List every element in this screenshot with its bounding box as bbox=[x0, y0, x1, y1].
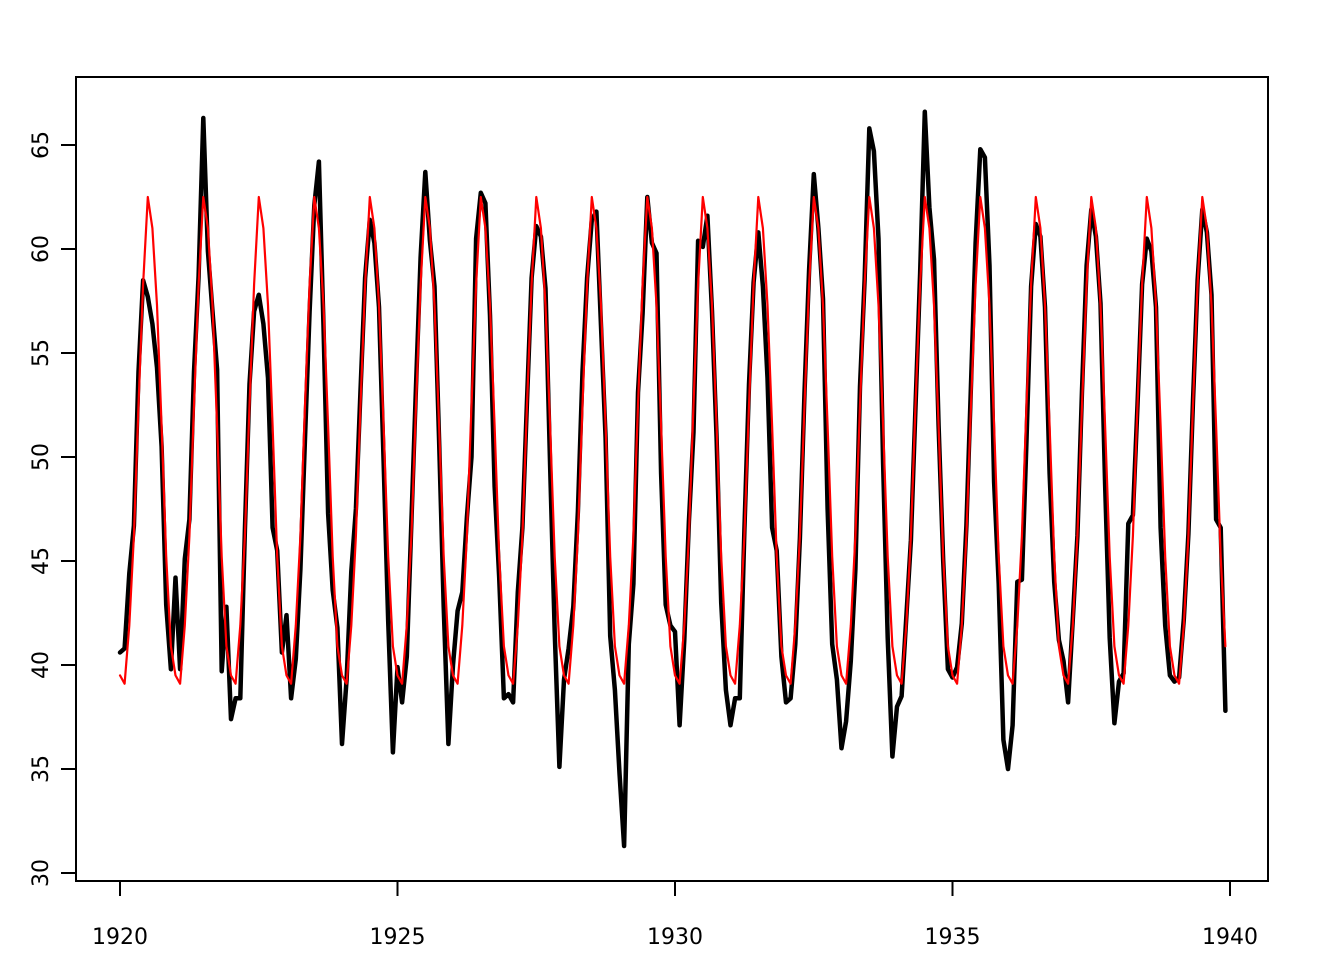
y-axis-tick-label: 40 bbox=[29, 651, 54, 679]
y-axis-tick-label: 55 bbox=[29, 339, 54, 367]
x-axis-tick-label: 1925 bbox=[370, 925, 426, 950]
x-axis-tick-label: 1940 bbox=[1202, 925, 1258, 950]
fitted-series-line bbox=[118, 195, 1227, 685]
x-axis-tick-label: 1920 bbox=[92, 925, 148, 950]
y-axis-tick-label: 60 bbox=[29, 235, 54, 263]
plot-box bbox=[75, 76, 1269, 882]
y-axis-tick-label: 30 bbox=[29, 859, 54, 887]
x-axis-tick-label: 1935 bbox=[925, 925, 981, 950]
y-axis-tick-label: 65 bbox=[29, 131, 54, 159]
y-axis-tick-label: 45 bbox=[29, 547, 54, 575]
y-axis-tick-label: 50 bbox=[29, 443, 54, 471]
y-axis-tick-label: 35 bbox=[29, 755, 54, 783]
x-axis-tick-label: 1930 bbox=[647, 925, 703, 950]
